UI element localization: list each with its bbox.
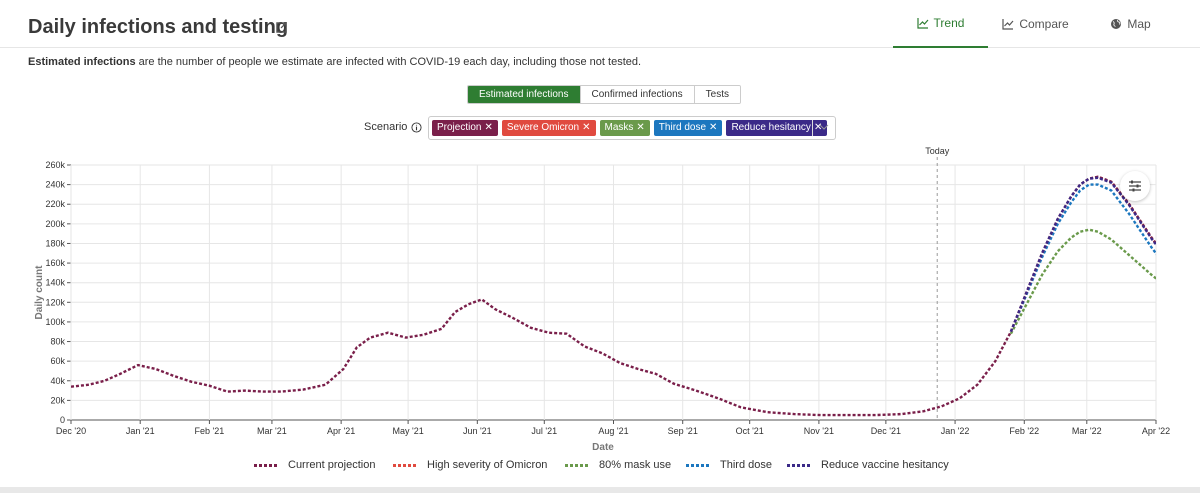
remove-icon[interactable]: ✕ bbox=[813, 122, 823, 133]
y-tick-label: 240k bbox=[45, 180, 65, 190]
legend-swatch bbox=[565, 463, 589, 467]
x-tick-label: Dec '20 bbox=[56, 426, 86, 436]
tab-trend[interactable]: Trend bbox=[893, 0, 988, 48]
x-tick-label: Apr '22 bbox=[1142, 426, 1170, 436]
legend-label: 80% mask use bbox=[599, 459, 672, 471]
metric-estimated-infections-button[interactable]: Estimated infections bbox=[468, 86, 581, 103]
x-tick-label: Jul '21 bbox=[531, 426, 557, 436]
series-line-80-mask-use bbox=[1009, 228, 1156, 335]
legend-item-reduce-vaccine-hesitancy[interactable]: Reduce vaccine hesitancy bbox=[787, 459, 949, 471]
x-tick-label: Jan '21 bbox=[126, 426, 155, 436]
legend-label: Current projection bbox=[288, 459, 376, 471]
metric-confirmed-infections-button[interactable]: Confirmed infections bbox=[580, 86, 695, 103]
remove-icon[interactable]: ✕ bbox=[582, 122, 591, 133]
tab-compare-label: Compare bbox=[1019, 17, 1069, 31]
legend-item-third-dose[interactable]: Third dose bbox=[686, 459, 772, 471]
y-tick-label: 100k bbox=[45, 317, 65, 327]
chip-reduce-hesitancy-label: Reduce hesitancy bbox=[731, 122, 811, 133]
x-tick-label: Jun '21 bbox=[463, 426, 492, 436]
y-tick-label: 60k bbox=[50, 356, 65, 366]
legend-label: Third dose bbox=[720, 459, 772, 471]
description-bold: Estimated infections bbox=[28, 56, 136, 68]
legend-label: High severity of Omicron bbox=[427, 459, 548, 471]
y-tick-label: 0 bbox=[60, 415, 65, 425]
x-tick-label: Oct '21 bbox=[736, 426, 764, 436]
description-text: are the number of people we estimate are… bbox=[135, 56, 642, 68]
info-icon[interactable] bbox=[411, 121, 422, 133]
series-line-reduce-vaccine-hesitancy bbox=[1009, 176, 1156, 333]
external-link-icon[interactable] bbox=[276, 22, 287, 33]
legend-label: Reduce vaccine hesitancy bbox=[821, 459, 949, 471]
series-line-third-dose bbox=[1009, 183, 1156, 333]
y-tick-label: 120k bbox=[45, 297, 65, 307]
divider bbox=[812, 120, 813, 136]
tab-map[interactable]: Map bbox=[1083, 0, 1178, 48]
sliders-icon bbox=[1129, 180, 1141, 192]
x-tick-label: Mar '21 bbox=[257, 426, 287, 436]
x-tick-label: Aug '21 bbox=[598, 426, 628, 436]
x-tick-label: Dec '21 bbox=[871, 426, 901, 436]
scenario-label-text: Scenario bbox=[364, 121, 408, 133]
x-axis-title: Date bbox=[592, 442, 614, 453]
tab-trend-label: Trend bbox=[933, 16, 965, 30]
chevron-down-icon[interactable] bbox=[819, 122, 829, 132]
globe-icon bbox=[1111, 19, 1122, 29]
y-tick-label: 200k bbox=[45, 219, 65, 229]
x-tick-label: Apr '21 bbox=[327, 426, 355, 436]
chip-severe-omicron[interactable]: Severe Omicron ✕ bbox=[501, 120, 596, 136]
y-tick-label: 140k bbox=[45, 278, 65, 288]
tab-compare[interactable]: Compare bbox=[988, 0, 1083, 48]
chart-settings-button[interactable] bbox=[1120, 171, 1150, 201]
remove-icon[interactable]: ✕ bbox=[484, 122, 493, 133]
legend-item-high-severity-omicron[interactable]: High severity of Omicron bbox=[393, 459, 547, 471]
page-title: Daily infections and testing bbox=[28, 16, 289, 38]
remove-icon[interactable]: ✕ bbox=[636, 122, 645, 133]
chip-masks-label: Masks bbox=[604, 122, 634, 133]
x-tick-label: Mar '22 bbox=[1072, 426, 1102, 436]
legend-swatch bbox=[787, 463, 811, 467]
x-tick-label: May '21 bbox=[392, 426, 423, 436]
today-label: Today bbox=[925, 146, 950, 156]
chip-third-dose[interactable]: Third dose ✕ bbox=[653, 120, 723, 136]
legend-swatch bbox=[686, 463, 710, 467]
description: Estimated infections are the number of p… bbox=[28, 56, 641, 68]
chip-masks[interactable]: Masks ✕ bbox=[599, 120, 650, 136]
chip-projection[interactable]: Projection ✕ bbox=[432, 120, 498, 136]
legend-item-current-projection[interactable]: Current projection bbox=[254, 459, 375, 471]
bottom-scrollbar bbox=[0, 487, 1200, 493]
y-tick-label: 80k bbox=[50, 337, 65, 347]
y-tick-label: 220k bbox=[45, 199, 65, 209]
legend-item-mask-use[interactable]: 80% mask use bbox=[565, 459, 671, 471]
legend-swatch bbox=[393, 463, 417, 467]
remove-icon[interactable]: ✕ bbox=[709, 122, 718, 133]
chip-severe-omicron-label: Severe Omicron bbox=[506, 122, 580, 133]
metric-tests-button[interactable]: Tests bbox=[694, 86, 740, 103]
y-tick-label: 180k bbox=[45, 238, 65, 248]
legend-swatch bbox=[254, 463, 278, 467]
series-line-high-severity-of-omicron bbox=[1009, 175, 1156, 333]
y-tick-label: 160k bbox=[45, 258, 65, 268]
compare-icon bbox=[1002, 19, 1014, 30]
y-axis-title: Daily count bbox=[34, 265, 45, 320]
x-tick-label: Sep '21 bbox=[668, 426, 698, 436]
x-tick-label: Jan '22 bbox=[941, 426, 970, 436]
x-tick-label: Nov '21 bbox=[804, 426, 834, 436]
chip-third-dose-label: Third dose bbox=[658, 122, 707, 133]
y-tick-label: 260k bbox=[45, 160, 65, 170]
chart: 0 20k 40k 60k 80k 100k 120k 140k 160k 180k 200k 220… bbox=[34, 146, 1170, 453]
scenario-multiselect[interactable]: Projection ✕ Severe Omicron ✕ Masks ✕ Third… bbox=[428, 116, 836, 140]
y-tick-label: 20k bbox=[50, 395, 65, 405]
tab-map-label: Map bbox=[1127, 17, 1151, 31]
trend-icon bbox=[916, 18, 928, 29]
chart-legend: Current projection High severity of Omic… bbox=[0, 459, 1200, 475]
header: Daily infections and testing Trend Compa… bbox=[0, 0, 1200, 48]
metric-toggle-group: Estimated infections Confirmed infection… bbox=[467, 85, 741, 104]
x-tick-label: Feb '22 bbox=[1009, 426, 1039, 436]
chip-projection-label: Projection bbox=[437, 122, 482, 133]
chip-reduce-hesitancy[interactable]: Reduce hesitancy ✕ bbox=[726, 120, 828, 136]
scenario-label: Scenario bbox=[364, 121, 422, 133]
x-tick-label: Feb '21 bbox=[195, 426, 225, 436]
y-tick-label: 40k bbox=[50, 376, 65, 386]
